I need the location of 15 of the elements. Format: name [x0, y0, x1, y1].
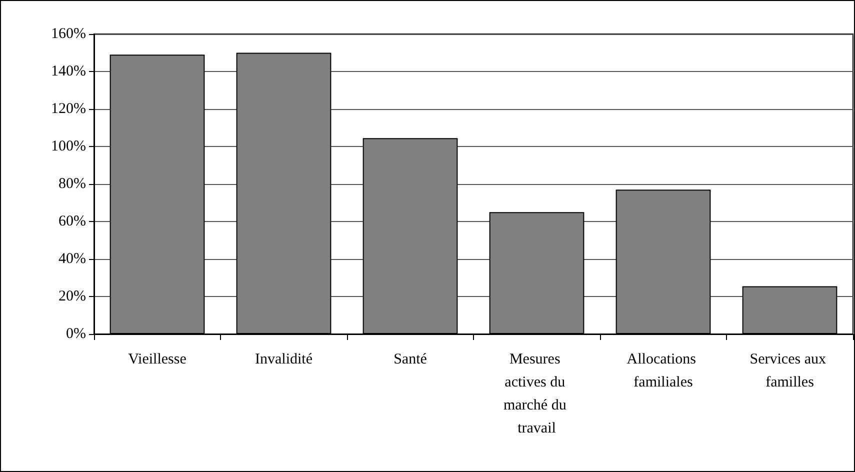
- x-tick-label: Allocations familiales: [626, 352, 700, 390]
- y-tick-label: 20%: [58, 288, 86, 304]
- x-tick-label: Invalidité: [255, 352, 313, 368]
- x-tick-label: Mesures actives du marché du travail: [503, 352, 570, 436]
- y-tick-label: 160%: [51, 26, 86, 42]
- y-tick-label: 120%: [51, 101, 86, 117]
- x-tick-label: Services aux familles: [750, 352, 830, 390]
- y-tick-label: 80%: [58, 176, 86, 192]
- y-tick-label: 0%: [66, 326, 86, 342]
- y-tick-label: 40%: [58, 251, 86, 267]
- y-tick-label: 60%: [58, 214, 86, 230]
- y-tick-label: 140%: [51, 64, 86, 80]
- x-tick-label: Santé: [394, 352, 428, 368]
- y-tick-label: 100%: [51, 138, 86, 154]
- x-tick-label: Vieillesse: [128, 352, 187, 368]
